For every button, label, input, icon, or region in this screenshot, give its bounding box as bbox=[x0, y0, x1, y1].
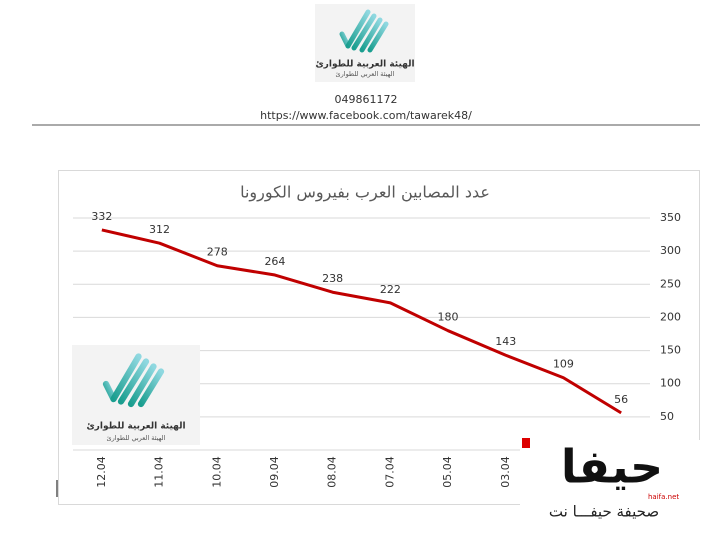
series-line bbox=[101, 228, 622, 415]
data-label: 264 bbox=[264, 255, 285, 268]
logo-subtitle: الهيئة العربي للطوارئ bbox=[107, 434, 166, 442]
x-tick-label: 07.04 bbox=[383, 456, 396, 488]
x-tick-label: 11.04 bbox=[153, 456, 166, 488]
data-label: 332 bbox=[91, 210, 112, 223]
data-label: 56 bbox=[614, 393, 628, 406]
y-tick-label: 350 bbox=[660, 211, 681, 224]
x-tick-label: 05.04 bbox=[441, 456, 454, 488]
logo-title: الهيئة العربية للطوارئ bbox=[315, 60, 414, 70]
x-tick-label: 12.04 bbox=[95, 456, 108, 488]
y-tick-label: 200 bbox=[660, 310, 681, 323]
url: https://www.facebook.com/tawarek48/ bbox=[260, 109, 472, 122]
y-tick-label: 50 bbox=[660, 410, 674, 423]
y-tick-label: 250 bbox=[660, 277, 681, 290]
data-label: 238 bbox=[322, 272, 343, 285]
watermark-caption: صحيفة حيفـــا نت bbox=[549, 503, 659, 521]
y-tick-label: 100 bbox=[660, 377, 681, 390]
data-label: 222 bbox=[380, 283, 401, 296]
x-tick-label: 10.04 bbox=[210, 456, 223, 488]
chart-title: عدد المصابين العرب بفيروس الكورونا bbox=[240, 183, 490, 203]
watermark-dot bbox=[522, 438, 530, 448]
logo-subtitle: الهيئة العربي للطوارئ bbox=[336, 70, 395, 78]
y-tick-label: 300 bbox=[660, 244, 681, 257]
watermark-bg bbox=[520, 440, 700, 528]
x-tick-label: 03.04 bbox=[499, 456, 512, 488]
data-label: 109 bbox=[553, 358, 574, 371]
data-label: 278 bbox=[207, 246, 228, 259]
logo-title: الهيئة العربية للطوارئ bbox=[86, 422, 185, 432]
watermark-brand: حيفا bbox=[561, 440, 663, 494]
data-label: 312 bbox=[149, 223, 170, 236]
phone: 049861172 bbox=[335, 93, 398, 106]
data-label: 180 bbox=[438, 311, 459, 324]
y-tick-label: 150 bbox=[660, 344, 681, 357]
x-tick-label: 08.04 bbox=[326, 456, 339, 488]
watermark-site: haifa.net bbox=[648, 493, 679, 501]
x-tick-label: 09.04 bbox=[268, 456, 281, 488]
data-label: 143 bbox=[495, 335, 516, 348]
